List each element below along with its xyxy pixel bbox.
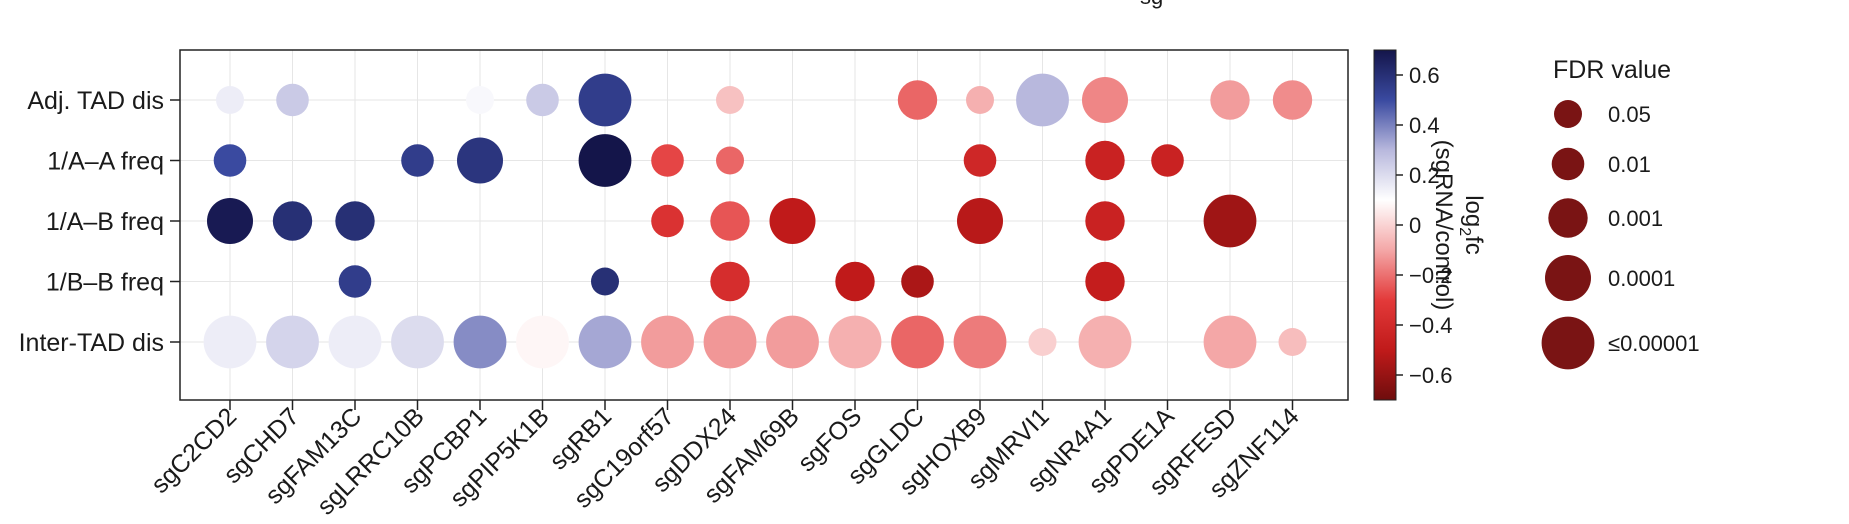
colorbar-tick-label: −0.2	[1409, 263, 1452, 288]
data-point	[897, 80, 938, 120]
data-point	[1085, 140, 1125, 181]
data-point	[213, 144, 247, 177]
data-points	[203, 73, 1313, 369]
data-point	[835, 261, 875, 302]
data-point	[526, 83, 559, 117]
y-tick-label: 1/B–B freq	[46, 269, 164, 297]
colorbar-label-suffix: fc	[1460, 236, 1487, 255]
colorbar-tick-label: 0.2	[1409, 163, 1440, 188]
colorbar-gradient	[1373, 49, 1397, 401]
legend-swatch	[1551, 147, 1585, 181]
legend-label: 0.05	[1608, 102, 1651, 127]
data-point	[716, 146, 744, 175]
legend-label: 0.01	[1608, 152, 1651, 177]
data-point	[953, 315, 1007, 369]
y-tick-label: 1/A–A freq	[47, 148, 164, 176]
data-point	[1028, 328, 1057, 356]
data-point	[1203, 315, 1257, 369]
data-point	[591, 267, 619, 296]
y-tick-label: Inter-TAD dis	[19, 329, 164, 357]
data-point	[1272, 80, 1313, 120]
plot-frame	[179, 49, 1349, 401]
data-point	[578, 315, 632, 369]
legend-swatch	[1554, 100, 1582, 128]
data-point	[1278, 328, 1307, 356]
data-point	[963, 144, 997, 177]
legend-swatch	[1545, 255, 1591, 301]
data-point	[266, 315, 319, 369]
colorbar-tick-label: −0.4	[1409, 313, 1452, 338]
data-point	[891, 315, 944, 369]
data-point	[453, 315, 507, 369]
data-point	[276, 83, 309, 117]
y-tick-label: 1/A–B freq	[46, 208, 164, 236]
legend-label: ≤0.00001	[1608, 331, 1700, 356]
data-point	[1210, 80, 1250, 120]
data-point	[703, 315, 757, 369]
data-point	[766, 315, 819, 369]
data-point	[401, 144, 434, 177]
data-point	[651, 204, 684, 238]
fdr-legend: FDR value 0.05 0.01 0.001 0.0001 ≤0.00001	[1541, 56, 1700, 370]
data-point	[1085, 261, 1125, 302]
colorbar-tick-label: 0.6	[1409, 63, 1440, 88]
y-tick-label: Adj. TAD dis	[27, 87, 164, 115]
data-point	[1203, 194, 1257, 248]
data-point	[651, 144, 684, 177]
colorbar: 0.6 0.4 0.2 0 −0.2 −0.4 −0.6	[1373, 49, 1452, 401]
legend-swatch	[1541, 316, 1595, 370]
data-point	[710, 201, 750, 241]
data-point	[578, 134, 632, 187]
data-point	[641, 315, 694, 369]
top-cropped-label: sg	[1140, 0, 1163, 9]
x-axis: sgC2CD2sgCHD7sgFAM13CsgLRRC10BsgPCBP1sgP…	[146, 400, 1305, 520]
data-point	[338, 265, 372, 298]
colorbar-tick-label: 0.4	[1409, 113, 1440, 138]
data-point	[516, 315, 569, 369]
colorbar-label: log2fc (sgRNA/control)	[1430, 140, 1487, 311]
legend-swatch	[1548, 198, 1588, 238]
colorbar-label-line1: log2fc	[1456, 195, 1487, 255]
data-point	[901, 265, 934, 298]
colorbar-tick-label: −0.6	[1409, 363, 1452, 388]
data-point	[328, 315, 382, 369]
data-point	[828, 315, 882, 369]
y-axis: Adj. TAD dis 1/A–A freq 1/A–B freq 1/B–B fr…	[19, 87, 180, 357]
colorbar-label-line2: (sgRNA/control)	[1430, 140, 1457, 311]
data-point	[1016, 73, 1069, 127]
data-point	[1082, 77, 1128, 123]
legend-label: 0.0001	[1608, 266, 1675, 291]
colorbar-label-log: log	[1460, 195, 1487, 227]
data-point	[716, 86, 744, 114]
data-point	[957, 198, 1003, 244]
data-point	[457, 137, 503, 184]
data-point	[216, 86, 244, 114]
data-point	[1085, 201, 1125, 241]
colorbar-label-sub: 2	[1456, 227, 1473, 236]
data-point	[1078, 315, 1132, 369]
data-point	[207, 198, 253, 244]
data-point	[391, 315, 444, 369]
data-point	[1151, 144, 1184, 177]
legend-label: 0.001	[1608, 206, 1663, 231]
data-point	[966, 86, 994, 114]
data-point	[466, 86, 494, 114]
colorbar-tick-label: 0	[1409, 213, 1421, 238]
data-point	[272, 201, 313, 241]
data-point	[710, 261, 750, 302]
legend-title: FDR value	[1553, 56, 1671, 84]
data-point	[769, 198, 816, 244]
data-point	[335, 201, 375, 241]
data-point	[203, 315, 257, 369]
x-tick-label: sgC2CD2	[146, 402, 242, 498]
data-point	[578, 73, 632, 127]
